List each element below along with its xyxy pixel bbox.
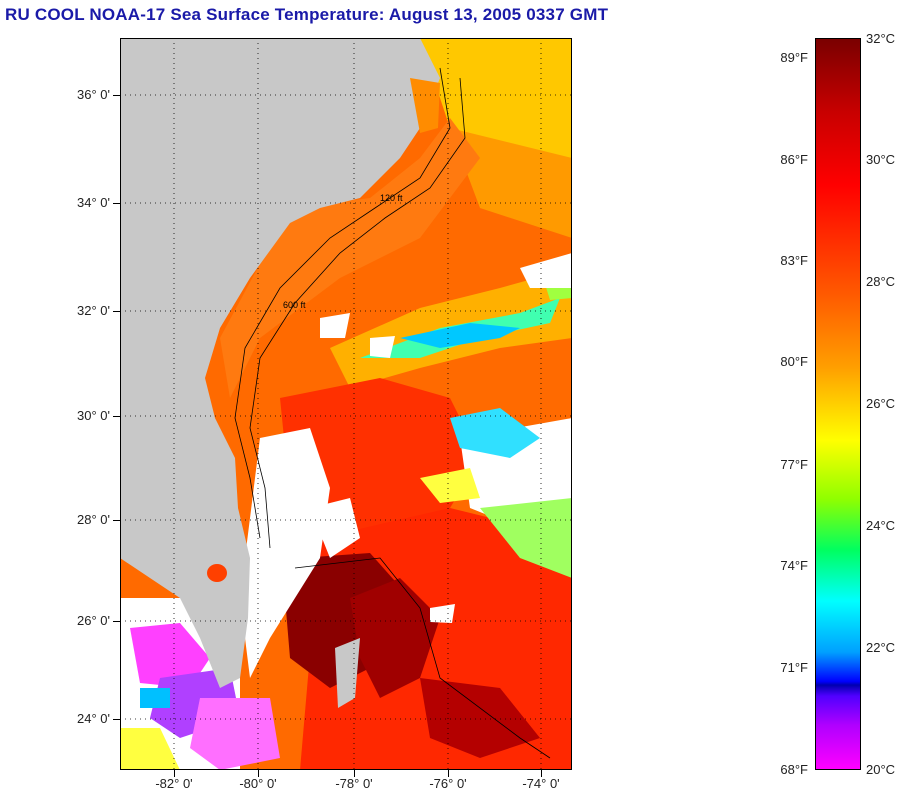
tick — [113, 95, 120, 96]
tick — [113, 311, 120, 312]
lon-label-74: -74° 0' — [522, 776, 560, 791]
colorbar-f-71: 71°F — [780, 660, 808, 675]
colorbar-c-24: 24°C — [866, 518, 896, 533]
tick — [113, 719, 120, 720]
lat-label-24: 24° 0' — [77, 711, 110, 726]
tick — [448, 770, 449, 777]
colorbar-f-89: 89°F — [780, 50, 808, 65]
tick — [113, 203, 120, 204]
lat-label-34: 34° 0' — [77, 195, 110, 210]
colorbar-c-32: 32°C — [866, 31, 896, 46]
colorbar-c-20: 20°C — [866, 762, 896, 777]
tick — [541, 770, 542, 777]
colorbar-f-68: 68°F — [780, 762, 808, 777]
tick — [258, 770, 259, 777]
colorbar-f-80: 80°F — [780, 354, 808, 369]
lon-label-76: -76° 0' — [429, 776, 467, 791]
colorbar-c-30: 30°C — [866, 152, 896, 167]
colorbar — [815, 38, 861, 770]
tick — [113, 416, 120, 417]
page-title: RU COOL NOAA-17 Sea Surface Temperature:… — [5, 5, 609, 24]
colorbar-c-22: 22°C — [866, 640, 896, 655]
colorbar-c-28: 28°C — [866, 274, 896, 289]
colorbar-f-83: 83°F — [780, 253, 808, 268]
lat-label-32: 32° 0' — [77, 303, 110, 318]
sst-map-image — [120, 38, 572, 770]
colorbar-f-77: 77°F — [780, 457, 808, 472]
lon-label-80: -80° 0' — [239, 776, 277, 791]
tick — [354, 770, 355, 777]
colorbar-c-26: 26°C — [866, 396, 896, 411]
lon-label-82: -82° 0' — [155, 776, 193, 791]
contour-label-600ft: 600 ft — [283, 300, 306, 310]
contour-label-120ft: 120 ft — [380, 193, 403, 203]
tick — [174, 770, 175, 777]
colorbar-f-74: 74°F — [780, 558, 808, 573]
lat-label-28: 28° 0' — [77, 512, 110, 527]
lat-label-30: 30° 0' — [77, 408, 110, 423]
sst-map — [120, 38, 572, 770]
tick — [113, 621, 120, 622]
lon-label-78: -78° 0' — [335, 776, 373, 791]
tick — [113, 520, 120, 521]
lat-label-36: 36° 0' — [77, 87, 110, 102]
lat-label-26: 26° 0' — [77, 613, 110, 628]
colorbar-f-86: 86°F — [780, 152, 808, 167]
